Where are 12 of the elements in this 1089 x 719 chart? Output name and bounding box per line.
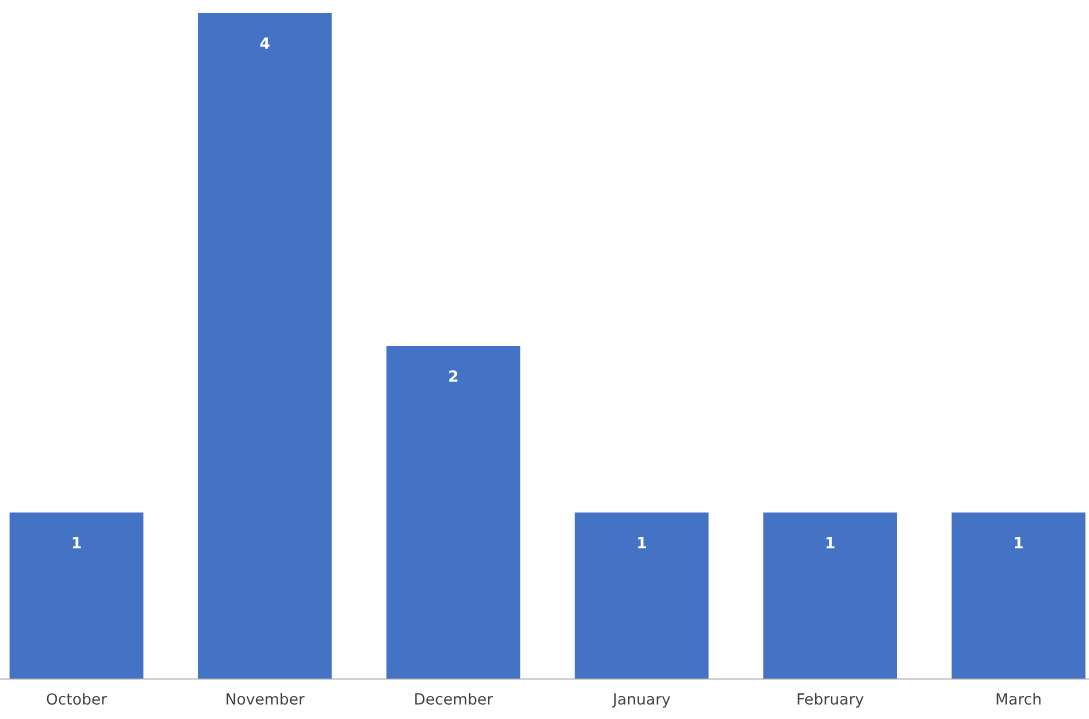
x-tick-label: February [797,692,864,708]
data-label: 1 [1014,537,1023,549]
x-tick-label: March [996,692,1041,705]
data-label: 2 [449,370,458,382]
data-label: 4 [260,37,270,49]
data-label: 1 [826,537,835,549]
data-label: 1 [72,537,81,549]
data-label: 1 [638,537,646,549]
x-tick-label: December [415,692,493,705]
x-tick-label: October [46,692,108,705]
x-tick-label: November [226,692,305,705]
x-tick-label: January [611,693,671,708]
